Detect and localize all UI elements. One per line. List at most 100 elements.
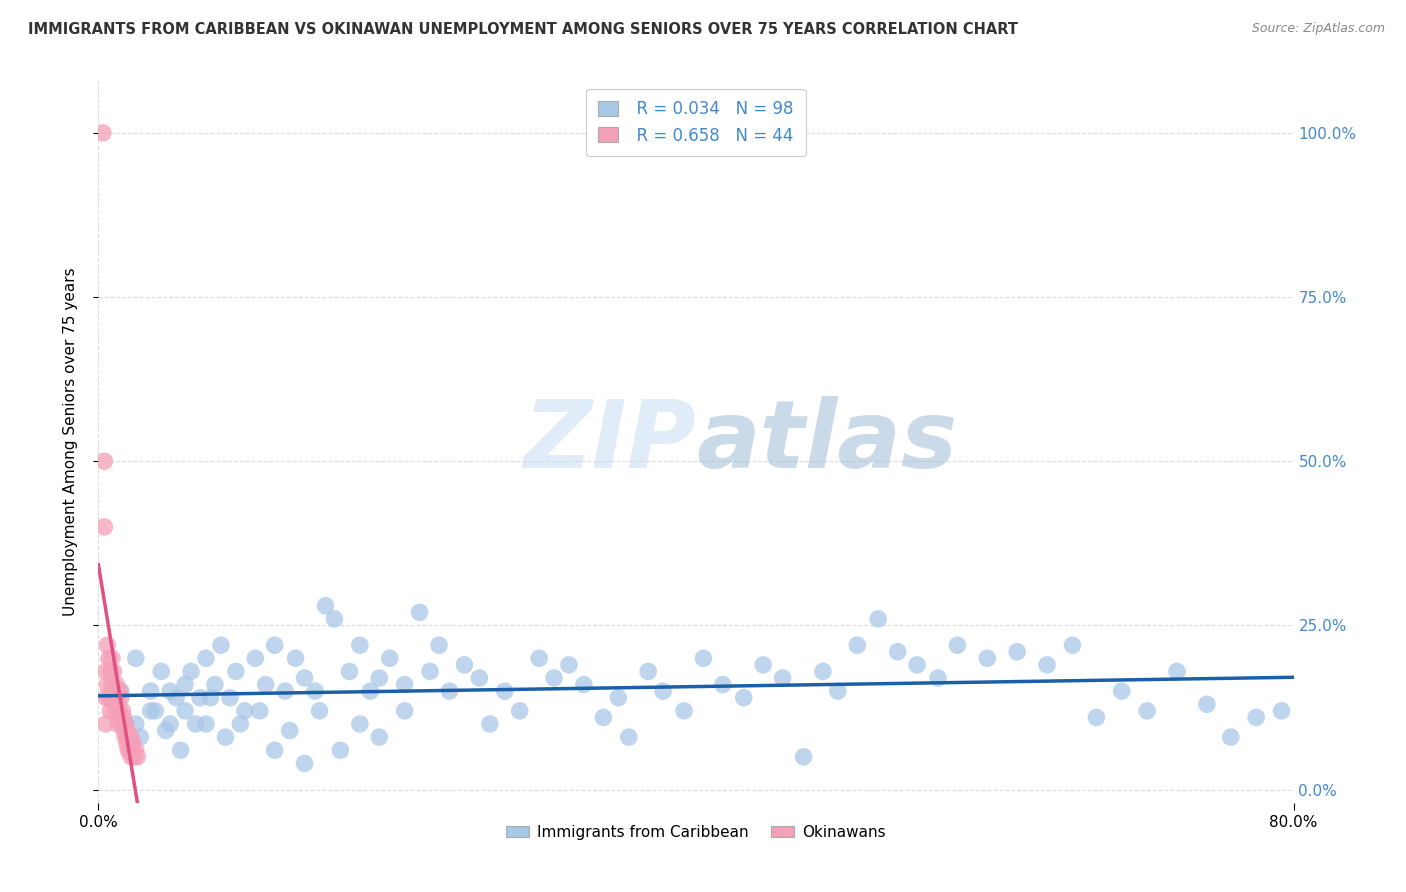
Point [304,684,326,698]
Point [91,126,114,140]
Point [209,638,232,652]
Point [94,665,117,679]
Point [96,677,118,691]
Point [339,665,361,679]
Point [139,684,162,698]
Point [793,749,815,764]
Point [1136,704,1159,718]
Point [1005,645,1028,659]
Point [125,717,148,731]
Point [927,671,949,685]
Point [98,665,122,679]
Point [195,717,218,731]
Y-axis label: Unemployment Among Seniors over 75 years: Unemployment Among Seniors over 75 years [63,268,77,615]
Point [323,612,346,626]
Point [200,690,222,705]
Point [159,717,181,731]
Point [976,651,998,665]
Point [478,717,501,731]
Point [103,665,125,679]
Point [112,710,135,724]
Point [103,690,125,705]
Point [245,651,267,665]
Point [752,657,775,672]
Point [143,704,166,718]
Point [274,684,297,698]
Point [427,638,450,652]
Point [1195,698,1218,712]
Point [284,651,307,665]
Point [329,743,352,757]
Point [308,704,330,718]
Point [111,704,134,718]
Point [110,690,132,705]
Point [1219,730,1241,744]
Point [105,690,128,705]
Point [96,638,118,652]
Point [249,704,271,718]
Text: Source: ZipAtlas.com: Source: ZipAtlas.com [1251,22,1385,36]
Point [127,749,149,764]
Point [98,704,122,718]
Point [115,737,138,751]
Point [827,684,849,698]
Point [225,665,247,679]
Point [607,690,630,705]
Point [394,677,416,691]
Point [111,717,134,731]
Point [527,651,550,665]
Text: IMMIGRANTS FROM CARIBBEAN VS OKINAWAN UNEMPLOYMENT AMONG SENIORS OVER 75 YEARS C: IMMIGRANTS FROM CARIBBEAN VS OKINAWAN UN… [28,22,1018,37]
Point [254,677,277,691]
Point [692,651,714,665]
Point [263,743,285,757]
Point [378,651,401,665]
Point [105,677,128,691]
Point [118,743,141,757]
Point [93,454,115,468]
Point [104,684,127,698]
Point [180,665,202,679]
Point [811,665,834,679]
Point [572,677,595,691]
Point [188,690,211,705]
Point [233,704,256,718]
Point [219,690,242,705]
Point [101,651,124,665]
Point [214,730,236,744]
Point [1062,638,1084,652]
Point [125,651,148,665]
Point [108,684,131,698]
Point [1166,665,1188,679]
Point [494,684,516,698]
Point [114,717,136,731]
Point [453,657,475,672]
Point [711,677,734,691]
Point [468,671,491,685]
Point [509,704,531,718]
Point [349,717,371,731]
Point [117,743,139,757]
Point [349,638,371,652]
Text: ZIP: ZIP [523,395,696,488]
Text: atlas: atlas [696,395,957,488]
Point [159,684,181,698]
Point [1085,710,1108,724]
Point [195,651,218,665]
Point [101,677,124,691]
Point [772,671,794,685]
Point [97,651,120,665]
Point [558,657,581,672]
Point [1036,657,1059,672]
Point [229,717,252,731]
Point [868,612,890,626]
Point [408,605,430,619]
Point [94,717,117,731]
Point [112,723,135,738]
Point [637,665,659,679]
Point [278,723,301,738]
Point [394,704,416,718]
Point [107,717,129,731]
Point [439,684,461,698]
Point [114,717,136,731]
Point [592,710,614,724]
